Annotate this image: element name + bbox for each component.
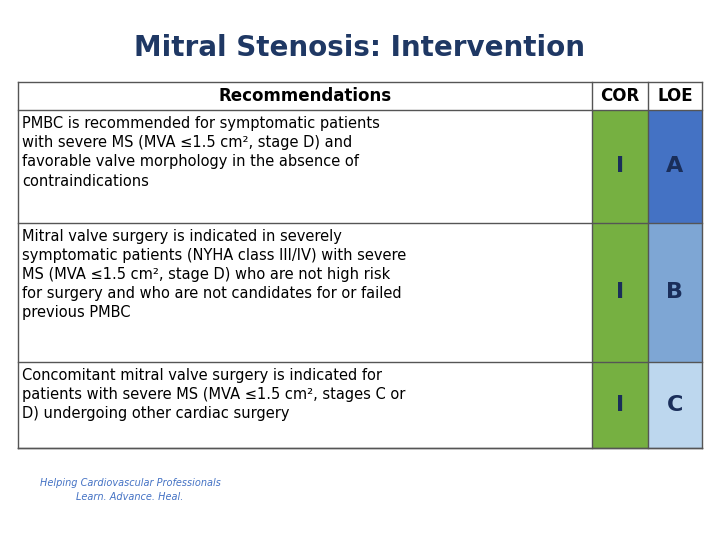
Text: Recommendations: Recommendations: [218, 87, 392, 105]
Bar: [648, 110, 702, 222]
Bar: [648, 222, 702, 362]
Text: PMBC is recommended for symptomatic patients
with severe MS (MVA ≤1.5 cm², stage: PMBC is recommended for symptomatic pati…: [22, 116, 380, 188]
Text: C: C: [667, 395, 683, 415]
Bar: [648, 362, 702, 448]
Text: I: I: [616, 157, 624, 177]
Text: B: B: [667, 282, 683, 302]
Bar: [592, 110, 648, 222]
Text: LOE: LOE: [657, 87, 693, 105]
Bar: [18, 110, 592, 222]
Bar: [18, 82, 702, 110]
Text: I: I: [616, 282, 624, 302]
Text: A: A: [667, 157, 683, 177]
Bar: [18, 362, 592, 448]
Bar: [592, 222, 648, 362]
Text: Mitral valve surgery is indicated in severely
symptomatic patients (NYHA class I: Mitral valve surgery is indicated in sev…: [22, 228, 406, 320]
Text: I: I: [616, 395, 624, 415]
Bar: [592, 362, 648, 448]
Text: Helping Cardiovascular Professionals
Learn. Advance. Heal.: Helping Cardiovascular Professionals Lea…: [40, 478, 220, 502]
Text: COR: COR: [600, 87, 639, 105]
Text: Mitral Stenosis: Intervention: Mitral Stenosis: Intervention: [135, 34, 585, 62]
Bar: [18, 222, 592, 362]
Text: Concomitant mitral valve surgery is indicated for
patients with severe MS (MVA ≤: Concomitant mitral valve surgery is indi…: [22, 368, 405, 421]
